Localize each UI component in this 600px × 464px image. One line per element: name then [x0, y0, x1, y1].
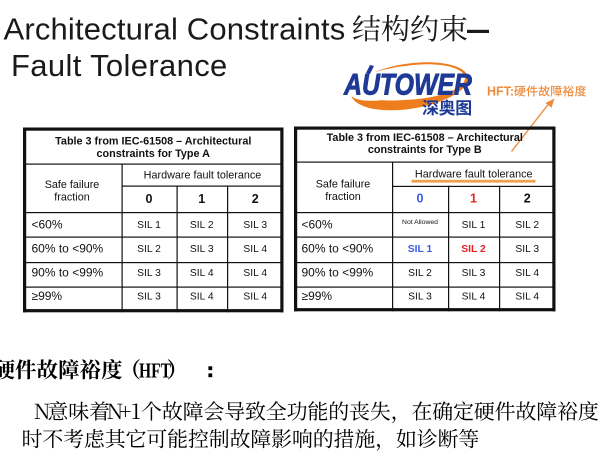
svg-text:2: 2 — [252, 192, 259, 206]
svg-text:SIL 2: SIL 2 — [137, 244, 161, 255]
svg-text:SIL 3: SIL 3 — [137, 268, 161, 279]
svg-text:HFT:: HFT: — [487, 85, 514, 99]
svg-text:SIL 2: SIL 2 — [515, 220, 539, 231]
svg-text:SIL 4: SIL 4 — [462, 292, 486, 303]
svg-text:≥99%: ≥99% — [32, 289, 63, 303]
svg-text:60% to <90%: 60% to <90% — [32, 242, 104, 256]
svg-text:SIL 2: SIL 2 — [190, 220, 214, 231]
svg-text:SIL 4: SIL 4 — [243, 292, 267, 303]
svg-text:HFT: HFT — [139, 359, 171, 383]
svg-text:SIL 4: SIL 4 — [515, 292, 539, 303]
svg-text:SIL 1: SIL 1 — [137, 220, 161, 231]
svg-text:SIL 3: SIL 3 — [515, 244, 539, 255]
svg-text:fraction: fraction — [54, 192, 89, 204]
svg-text:Hardware fault tolerance: Hardware fault tolerance — [144, 170, 262, 182]
svg-text:SIL 3: SIL 3 — [408, 292, 432, 303]
svg-text:AUTOWER: AUTOWER — [343, 69, 472, 102]
svg-text:Table 3 from IEC-61508 – Archi: Table 3 from IEC-61508 – Architectural — [327, 132, 523, 144]
svg-text:90% to <99%: 90% to <99% — [32, 266, 104, 280]
svg-text:Fault Tolerance: Fault Tolerance — [11, 48, 228, 83]
svg-text:SIL 4: SIL 4 — [190, 268, 214, 279]
svg-text:1: 1 — [198, 192, 205, 206]
svg-text:<60%: <60% — [32, 218, 63, 232]
svg-text:Not Allowed: Not Allowed — [402, 219, 438, 226]
svg-text:Architectural Constraints: Architectural Constraints — [4, 12, 346, 47]
svg-text:SIL 3: SIL 3 — [243, 220, 267, 231]
svg-text:SIL 3: SIL 3 — [137, 292, 161, 303]
svg-text:90% to <99%: 90% to <99% — [302, 266, 374, 280]
svg-text:SIL 3: SIL 3 — [462, 268, 486, 279]
svg-text:SIL 4: SIL 4 — [515, 268, 539, 279]
svg-text:SIL 2: SIL 2 — [461, 244, 486, 255]
svg-text:Safe failure: Safe failure — [316, 179, 371, 191]
svg-text:SIL 4: SIL 4 — [243, 268, 267, 279]
svg-text:SIL 4: SIL 4 — [243, 244, 267, 255]
svg-text:≥99%: ≥99% — [302, 289, 333, 303]
svg-text:0: 0 — [417, 192, 424, 206]
svg-text:SIL 4: SIL 4 — [190, 292, 214, 303]
svg-text:SIL 1: SIL 1 — [408, 244, 433, 255]
svg-text:60% to <90%: 60% to <90% — [302, 242, 374, 256]
svg-text:SIL 1: SIL 1 — [462, 220, 486, 231]
svg-text:constraints for Type B: constraints for Type B — [368, 144, 482, 156]
svg-text:Table 3 from IEC-61508 – Archi: Table 3 from IEC-61508 – Architectural — [55, 136, 251, 148]
svg-text:0: 0 — [146, 192, 153, 206]
svg-text:2: 2 — [524, 192, 531, 206]
svg-text:<60%: <60% — [302, 218, 333, 232]
svg-text:SIL 2: SIL 2 — [408, 268, 432, 279]
svg-text:constraints for Type A: constraints for Type A — [97, 148, 211, 160]
svg-text:Safe failure: Safe failure — [45, 179, 100, 191]
svg-text:SIL 3: SIL 3 — [190, 244, 214, 255]
svg-text:Hardware fault tolerance: Hardware fault tolerance — [415, 169, 533, 181]
svg-text:fraction: fraction — [325, 191, 360, 203]
svg-text:1: 1 — [470, 192, 477, 206]
